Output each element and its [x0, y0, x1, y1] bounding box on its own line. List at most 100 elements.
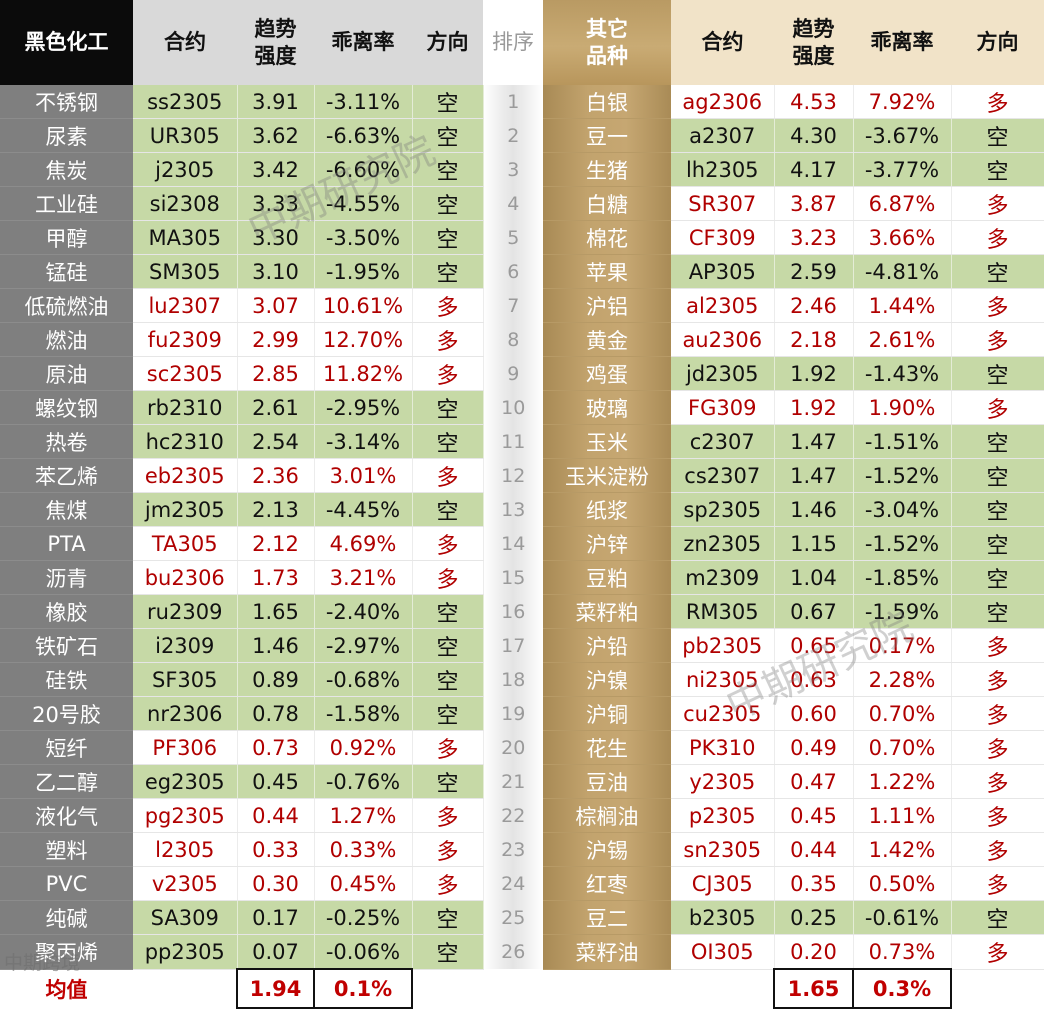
left-contract-code: nr2306 — [133, 696, 238, 731]
left-direction: 多 — [412, 730, 484, 765]
left-trend-strength: 2.54 — [237, 424, 315, 459]
left-deviation-rate: -4.55% — [314, 186, 413, 221]
right-deviation-rate: 2.61% — [853, 322, 952, 357]
right-deviation-rate: -1.52% — [853, 526, 952, 561]
left-commodity-name: 低硫燃油 — [0, 288, 133, 323]
right-commodity-name: 苹果 — [543, 254, 671, 289]
rank-number: 19 — [483, 696, 543, 731]
left-trend-strength: 3.33 — [237, 186, 315, 221]
rank-number: 17 — [483, 628, 543, 663]
right-commodity-name: 沪锌 — [543, 526, 671, 561]
table-row: 20号胶 nr2306 0.78 -1.58% 空 19 沪铜 cu2305 0.60 0.70%… — [0, 696, 1044, 731]
left-direction: 空 — [412, 118, 484, 153]
rank-number: 24 — [483, 866, 543, 901]
left-direction: 多 — [412, 560, 484, 595]
right-average-trend: 1.65 — [773, 968, 854, 1009]
left-deviation-rate: 1.27% — [314, 798, 413, 833]
rank-number: 15 — [483, 560, 543, 595]
right-trend-strength: 2.59 — [774, 254, 854, 289]
right-deviation-rate: 7.92% — [853, 85, 952, 119]
right-direction: 多 — [951, 322, 1044, 357]
left-commodity-name: PVC — [0, 866, 133, 901]
left-trend-strength: 0.78 — [237, 696, 315, 731]
right-contract-code: zn2305 — [671, 526, 775, 561]
left-commodity-name: PTA — [0, 526, 133, 561]
left-trend-strength: 2.13 — [237, 492, 315, 527]
rank-number: 10 — [483, 390, 543, 425]
right-deviation-rate: 2.28% — [853, 662, 952, 697]
table-row: 焦炭 j2305 3.42 -6.60% 空 3 生猪 lh2305 4.17 -3.77% 空 — [0, 152, 1044, 187]
right-direction: 空 — [951, 492, 1044, 527]
right-direction: 空 — [951, 526, 1044, 561]
right-commodity-name: 沪铜 — [543, 696, 671, 731]
left-direction: 空 — [412, 696, 484, 731]
right-commodity-name: 白银 — [543, 85, 671, 119]
header-deviation-right: 乖离率 — [853, 0, 951, 85]
right-direction: 空 — [951, 458, 1044, 493]
right-deviation-rate: -1.85% — [853, 560, 952, 595]
left-contract-code: pg2305 — [133, 798, 238, 833]
right-commodity-name: 沪铅 — [543, 628, 671, 663]
left-commodity-name: 苯乙烯 — [0, 458, 133, 493]
left-contract-code: hc2310 — [133, 424, 238, 459]
header-left-group: 黑色化工 — [0, 0, 133, 85]
left-direction: 空 — [412, 492, 484, 527]
table-row: 尿素 UR305 3.62 -6.63% 空 2 豆一 a2307 4.30 -3.67% 空 — [0, 118, 1044, 153]
right-trend-strength: 4.30 — [774, 118, 854, 153]
left-contract-code: eg2305 — [133, 764, 238, 799]
left-trend-strength: 3.42 — [237, 152, 315, 187]
table-row: 不锈钢 ss2305 3.91 -3.11% 空 1 白银 ag2306 4.53 7.92% 多 — [0, 85, 1044, 119]
left-commodity-name: 甲醇 — [0, 220, 133, 255]
left-deviation-rate: 12.70% — [314, 322, 413, 357]
rank-number: 22 — [483, 798, 543, 833]
left-trend-strength: 0.30 — [237, 866, 315, 901]
left-commodity-name: 乙二醇 — [0, 764, 133, 799]
rank-number: 11 — [483, 424, 543, 459]
left-direction: 空 — [412, 594, 484, 629]
rank-number: 9 — [483, 356, 543, 391]
right-direction: 多 — [951, 730, 1044, 765]
left-deviation-rate: -6.63% — [314, 118, 413, 153]
right-direction: 多 — [951, 186, 1044, 221]
table-row: PVC v2305 0.30 0.45% 多 24 红枣 CJ305 0.35 0.50% 多 — [0, 866, 1044, 901]
left-direction: 多 — [412, 322, 484, 357]
table-row: 沥青 bu2306 1.73 3.21% 多 15 豆粕 m2309 1.04 -1.85% 空 — [0, 560, 1044, 595]
right-average-deviation: 0.3% — [852, 968, 952, 1009]
right-commodity-name: 豆一 — [543, 118, 671, 153]
left-trend-strength: 2.12 — [237, 526, 315, 561]
left-commodity-name: 液化气 — [0, 798, 133, 833]
table-row: 热卷 hc2310 2.54 -3.14% 空 11 玉米 c2307 1.47 -1.51% 空 — [0, 424, 1044, 459]
left-contract-code: v2305 — [133, 866, 238, 901]
right-deviation-rate: -0.61% — [853, 900, 952, 935]
left-commodity-name: 锰硅 — [0, 254, 133, 289]
left-deviation-rate: 10.61% — [314, 288, 413, 323]
left-commodity-name: 尿素 — [0, 118, 133, 153]
right-commodity-name: 玉米淀粉 — [543, 458, 671, 493]
right-direction: 空 — [951, 152, 1044, 187]
header-direction-right: 方向 — [951, 0, 1044, 85]
left-deviation-rate: 11.82% — [314, 356, 413, 391]
right-deviation-rate: -1.51% — [853, 424, 952, 459]
left-commodity-name: 沥青 — [0, 560, 133, 595]
right-deviation-rate: 3.66% — [853, 220, 952, 255]
left-direction: 空 — [412, 628, 484, 663]
left-contract-code: l2305 — [133, 832, 238, 867]
left-direction: 多 — [412, 458, 484, 493]
left-commodity-name: 焦煤 — [0, 492, 133, 527]
right-contract-code: CF309 — [671, 220, 775, 255]
header-trend-left: 趋势 强度 — [237, 0, 314, 85]
left-direction: 空 — [412, 764, 484, 799]
left-contract-code: ru2309 — [133, 594, 238, 629]
right-direction: 多 — [951, 764, 1044, 799]
table-row: 塑料 l2305 0.33 0.33% 多 23 沪锡 sn2305 0.44 1.42% 多 — [0, 832, 1044, 867]
right-trend-strength: 1.92 — [774, 356, 854, 391]
left-deviation-rate: -3.14% — [314, 424, 413, 459]
left-direction: 空 — [412, 254, 484, 289]
left-trend-strength: 3.10 — [237, 254, 315, 289]
left-commodity-name: 聚丙烯 — [0, 934, 133, 970]
left-commodity-name: 铁矿石 — [0, 628, 133, 663]
left-trend-strength: 2.99 — [237, 322, 315, 357]
left-contract-code: bu2306 — [133, 560, 238, 595]
table-row: 聚丙烯 pp2305 0.07 -0.06% 空 26 菜籽油 OI305 0.20 0.73% 多 — [0, 934, 1044, 970]
left-direction: 多 — [412, 798, 484, 833]
